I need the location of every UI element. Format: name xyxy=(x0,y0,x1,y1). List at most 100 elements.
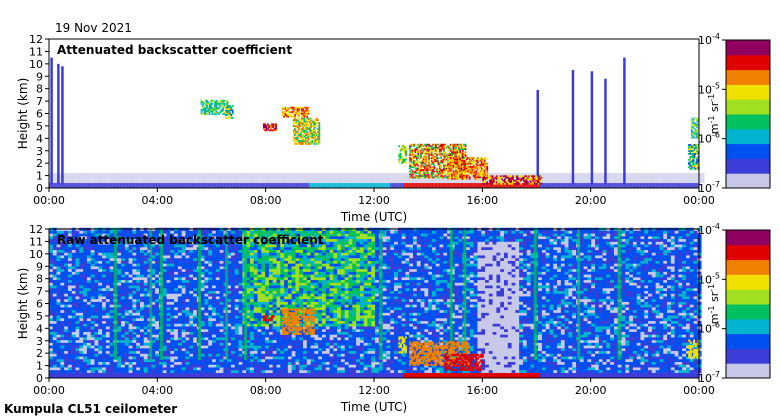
raw-cell xyxy=(143,312,148,316)
raw-cell xyxy=(215,260,221,264)
raw-cell xyxy=(83,230,88,234)
raw-cell xyxy=(174,345,179,349)
raw-cell xyxy=(102,356,107,360)
raw-cell xyxy=(117,331,122,335)
haze-cell xyxy=(606,173,613,184)
cloud-cell xyxy=(300,129,303,132)
cloud-cell xyxy=(460,145,463,148)
raw-cell xyxy=(147,358,152,363)
raw-cell xyxy=(151,347,156,352)
raw-cell xyxy=(121,304,126,308)
cloud-cell xyxy=(517,181,520,184)
raw-cell xyxy=(60,235,65,240)
cloud-cell xyxy=(451,174,453,177)
cloud-cell xyxy=(283,112,286,115)
cloud-cell xyxy=(295,143,298,145)
cloud-cell xyxy=(211,113,214,116)
raw-cell xyxy=(155,339,160,343)
raw-cell xyxy=(181,339,186,343)
cloud-cell xyxy=(483,173,486,176)
cloud-cell xyxy=(417,143,420,146)
raw-cell xyxy=(52,249,57,253)
raw-cell xyxy=(64,347,69,352)
raw-cell xyxy=(170,263,175,267)
surface-layer-cell xyxy=(357,183,362,188)
cloud-cell xyxy=(309,129,311,132)
raw-cell xyxy=(49,241,54,245)
raw-cell xyxy=(208,364,213,368)
raw-cell xyxy=(71,317,76,322)
raw-cell xyxy=(166,268,171,272)
raw-cell xyxy=(219,276,224,281)
raw-cell xyxy=(79,356,84,360)
surface-layer-cell xyxy=(413,183,417,188)
cloud-cell xyxy=(535,179,537,182)
cloud-cell xyxy=(443,145,445,148)
cloud-cell xyxy=(485,167,487,170)
raw-cell xyxy=(219,244,224,248)
raw-cell xyxy=(162,293,167,297)
raw-cell xyxy=(105,320,111,324)
cloud-cell xyxy=(426,166,429,168)
surface-layer-cell xyxy=(640,183,645,188)
cloud-cell xyxy=(508,179,510,182)
surface-layer-cell xyxy=(556,183,560,188)
cloud-cell xyxy=(310,141,313,144)
raw-cell xyxy=(200,345,205,349)
surface-layer-cell xyxy=(192,183,196,188)
raw-cell xyxy=(185,271,190,275)
raw-cell xyxy=(71,331,76,335)
raw-cell xyxy=(113,358,118,363)
cloud-cell xyxy=(440,157,443,159)
cloud-cell xyxy=(310,135,313,138)
cloud-cell xyxy=(447,160,449,162)
cloud-cell xyxy=(460,170,463,173)
raw-cell xyxy=(102,317,107,322)
raw-cell xyxy=(193,347,198,352)
raw-cell xyxy=(121,337,126,341)
raw-cell xyxy=(155,328,160,332)
raw-cell xyxy=(64,334,69,338)
x-tick-label: 16:00 xyxy=(466,194,498,207)
surface-layer-cell xyxy=(465,183,469,188)
cloud-cell xyxy=(478,159,481,162)
cloud-cell xyxy=(284,112,287,115)
raw-cell xyxy=(132,369,137,373)
cloud-cell xyxy=(499,176,502,179)
raw-cell xyxy=(227,369,232,373)
raw-cell xyxy=(189,364,194,368)
cloud-cell xyxy=(208,111,211,114)
cloud-cell xyxy=(457,148,460,151)
cloud-cell xyxy=(421,160,424,162)
raw-cell xyxy=(151,312,156,316)
cloud-cell xyxy=(295,140,298,142)
raw-cell xyxy=(67,301,73,305)
cloud-cell xyxy=(482,178,485,181)
raw-cell xyxy=(181,334,186,338)
cloud-cell xyxy=(453,143,456,146)
raw-cell xyxy=(212,244,217,248)
cloud-cell xyxy=(508,181,510,184)
raw-cell xyxy=(79,257,84,261)
raw-cell xyxy=(200,337,205,341)
raw-cell xyxy=(200,320,205,324)
cloud-cell xyxy=(483,158,486,161)
cloud-cell xyxy=(525,179,528,182)
raw-cell xyxy=(128,257,133,261)
cloud-cell xyxy=(445,176,448,179)
raw-cell xyxy=(177,358,183,363)
cloud-cell xyxy=(310,117,313,120)
surface-layer-cell xyxy=(185,183,190,188)
cloud-cell xyxy=(303,131,306,133)
cloud-cell xyxy=(451,173,453,176)
cloud-cell xyxy=(287,109,290,112)
cloud-cell xyxy=(482,181,485,184)
cloud-cell xyxy=(459,154,462,157)
raw-cell xyxy=(98,347,103,352)
raw-cell xyxy=(75,337,80,341)
raw-cell xyxy=(208,353,213,357)
surface-layer-cell xyxy=(643,183,648,188)
cloud-cell xyxy=(443,146,445,149)
raw-cell xyxy=(193,306,198,311)
raw-cell xyxy=(121,315,126,319)
